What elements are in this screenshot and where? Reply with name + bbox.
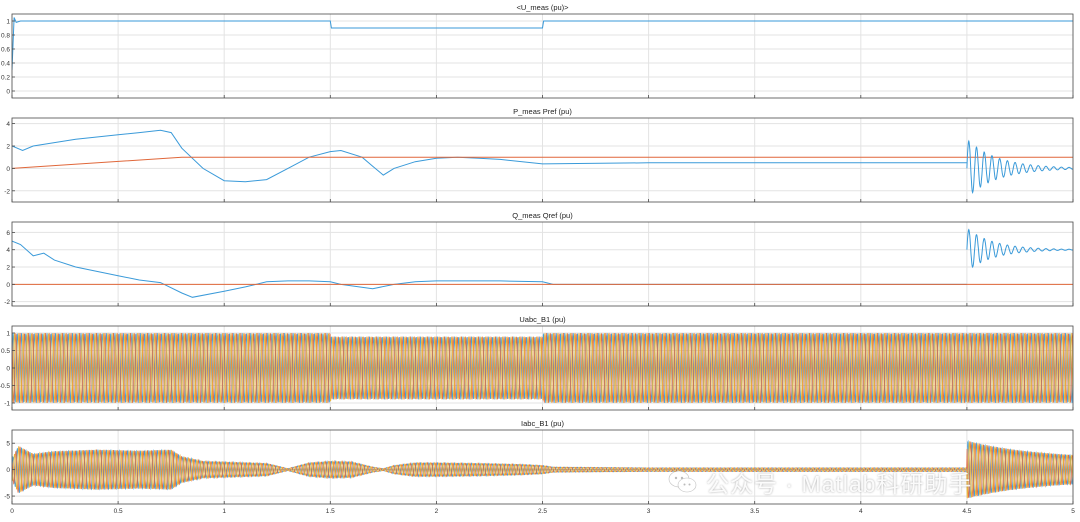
y-tick-label: 0 xyxy=(6,467,10,474)
phase-trace-3 xyxy=(12,441,1073,499)
x-tick-label: 4.5 xyxy=(962,508,971,515)
plot-title: P_meas Pref (pu) xyxy=(513,107,572,116)
y-tick-label: -0.5 xyxy=(0,383,10,390)
y-tick-label: 0 xyxy=(6,282,10,289)
phase-trace-3 xyxy=(12,333,1073,404)
y-tick-label: 0.4 xyxy=(1,61,10,68)
data-layer xyxy=(12,332,1073,404)
x-tick-label: 0.5 xyxy=(114,508,123,515)
plot-title: <U_meas (pu)> xyxy=(516,3,569,12)
y-tick-label: 0.6 xyxy=(1,47,10,54)
plot-title: Q_meas Qref (pu) xyxy=(512,211,573,220)
x-tick-label: 1.5 xyxy=(326,508,335,515)
y-tick-label: 2 xyxy=(6,265,10,272)
plot-title: Iabc_B1 (pu) xyxy=(521,419,564,428)
scope-panel-3: Q_meas Qref (pu) -2 0 2 4 6 xyxy=(4,211,1074,307)
y-tick-label: -2 xyxy=(4,188,10,195)
scope-panel-4: Uabc_B1 (pu) -1 -0.5 0 0.5 1 xyxy=(0,315,1074,411)
x-tick-label: 4 xyxy=(859,508,863,515)
y-tick-label: -1 xyxy=(4,401,10,408)
x-tick-label: 2 xyxy=(435,508,439,515)
y-tick-label: -5 xyxy=(4,494,10,501)
y-tick-label: 1 xyxy=(6,19,10,26)
y-tick-label: 1 xyxy=(6,331,10,338)
y-tick-label: 4 xyxy=(6,247,10,254)
y-tick-label: 6 xyxy=(6,230,10,237)
y-tick-label: 0.5 xyxy=(1,348,10,355)
x-tick-label: 5 xyxy=(1071,508,1075,515)
y-tick-label: 0.8 xyxy=(1,33,10,40)
series-line-2 xyxy=(12,156,1073,169)
y-tick-label: 0 xyxy=(6,166,10,173)
data-layer xyxy=(12,228,1073,298)
x-tick-label: 3 xyxy=(647,508,651,515)
oscillation-trace xyxy=(966,139,1073,194)
y-tick-label: 0.2 xyxy=(1,75,10,82)
phase-trace-1 xyxy=(12,333,1073,403)
x-tick-label: 3.5 xyxy=(750,508,759,515)
x-tick-label: 0 xyxy=(10,508,14,515)
phase-trace-1 xyxy=(12,439,1073,498)
scope-panel-2: P_meas Pref (pu) -2 0 2 4 xyxy=(4,107,1074,203)
phase-trace-2 xyxy=(12,441,1073,499)
y-tick-label: -2 xyxy=(4,299,10,306)
data-layer xyxy=(12,17,1073,71)
x-tick-label: 2.5 xyxy=(538,508,547,515)
y-tick-label: 2 xyxy=(6,144,10,151)
data-layer xyxy=(12,439,1073,499)
y-tick-label: 4 xyxy=(6,121,10,128)
series-line-1 xyxy=(12,17,1073,71)
plot-title: Uabc_B1 (pu) xyxy=(519,315,566,324)
oscillation-trace xyxy=(966,228,1073,269)
y-tick-label: 0 xyxy=(6,89,10,96)
y-tick-label: 5 xyxy=(6,441,10,448)
phase-trace-2 xyxy=(12,332,1073,403)
x-tick-label: 1 xyxy=(222,508,226,515)
data-layer xyxy=(12,129,1073,194)
scope-panel-1: <U_meas (pu)> 0 0.2 0.4 0.6 0.8 1 xyxy=(1,3,1074,99)
y-tick-label: 0 xyxy=(6,366,10,373)
